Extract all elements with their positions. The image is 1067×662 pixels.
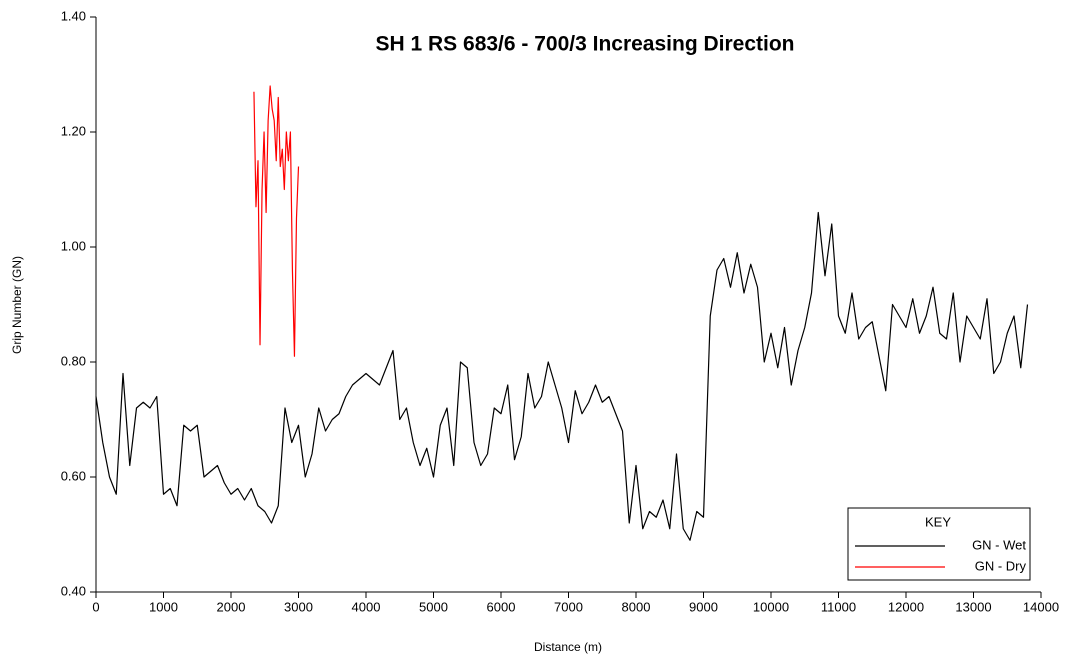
y-tick-label: 0.80: [61, 353, 86, 368]
y-tick-label: 0.60: [61, 468, 86, 483]
x-tick-label: 2000: [217, 599, 246, 614]
chart-title: SH 1 RS 683/6 - 700/3 Increasing Directi…: [375, 33, 794, 56]
x-tick-label: 4000: [352, 599, 381, 614]
x-axis-label: Distance (m): [534, 640, 602, 654]
legend-label: GN - Dry: [975, 558, 1027, 573]
x-tick-label: 9000: [689, 599, 718, 614]
x-tick-label: 11000: [821, 599, 856, 614]
x-tick-label: 0: [92, 599, 99, 614]
x-tick-label: 10000: [753, 599, 789, 614]
y-tick-label: 0.40: [61, 583, 86, 598]
series-line: [95, 211, 1029, 541]
x-tick-label: 3000: [284, 599, 313, 614]
x-tick-label: 12000: [888, 599, 924, 614]
y-tick-label: 1.40: [61, 8, 86, 23]
x-tick-label: 1000: [149, 599, 178, 614]
x-tick-label: 7000: [554, 599, 583, 614]
legend-label: GN - Wet: [972, 537, 1026, 552]
x-tick-label: 13000: [955, 599, 991, 614]
legend-title: KEY: [925, 514, 951, 529]
y-tick-label: 1.00: [61, 238, 86, 253]
legend-box: [847, 507, 1031, 581]
x-tick-label: 14000: [1023, 599, 1059, 614]
y-axis-label: Grip Number (GN): [10, 256, 24, 354]
series-line: [253, 85, 300, 357]
y-tick-label: 1.20: [61, 123, 86, 138]
x-tick-label: 6000: [487, 599, 516, 614]
x-tick-label: 5000: [419, 599, 448, 614]
legend: KEY GN - Wet GN - Dry: [847, 507, 1031, 581]
x-tick-label: 8000: [622, 599, 651, 614]
